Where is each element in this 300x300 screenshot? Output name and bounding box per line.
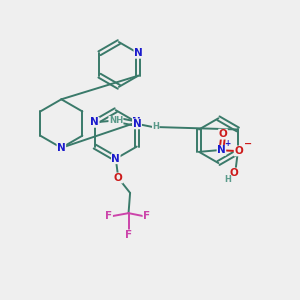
Text: O: O [219, 129, 227, 139]
Text: N: N [111, 154, 120, 164]
Text: N: N [57, 143, 66, 153]
Text: N: N [217, 145, 226, 155]
Text: N: N [133, 119, 142, 129]
Text: F: F [125, 230, 132, 240]
Text: O: O [234, 146, 243, 156]
Text: O: O [230, 168, 239, 178]
Text: F: F [143, 211, 150, 221]
Text: +: + [224, 139, 231, 148]
Text: NH: NH [109, 116, 123, 125]
Text: H: H [224, 176, 231, 184]
Text: O: O [114, 173, 123, 183]
Text: N: N [132, 117, 141, 127]
Text: −: − [244, 139, 252, 149]
Text: H: H [152, 122, 159, 131]
Text: N: N [134, 48, 143, 58]
Text: N: N [90, 117, 99, 127]
Text: F: F [105, 211, 112, 221]
